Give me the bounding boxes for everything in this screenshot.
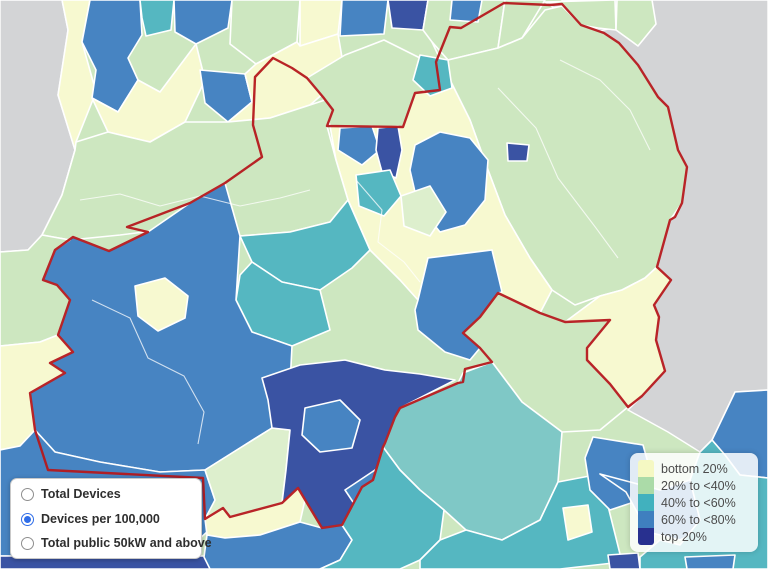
- legend-item-0: bottom 20%: [638, 460, 750, 477]
- map-region[interactable]: [562, 504, 593, 541]
- map-region[interactable]: [684, 554, 736, 569]
- metric-selector-panel: Total Devices Devices per 100,000 Total pu…: [10, 478, 212, 559]
- metric-option-1[interactable]: Devices per 100,000: [21, 511, 191, 526]
- inner-boundary-line: [559, 59, 651, 151]
- map-region[interactable]: [355, 169, 402, 217]
- radio-dot: [24, 540, 31, 547]
- map-legend: bottom 20% 20% to <40% 40% to <60% 60% to <…: [630, 453, 758, 552]
- legend-item-4: top 20%: [638, 528, 750, 545]
- metric-option-label: Total Devices: [41, 487, 121, 502]
- legend-label: 60% to <80%: [661, 512, 736, 527]
- radio-dot: [24, 515, 31, 523]
- selected-region-outline: [28, 1, 689, 530]
- map-region[interactable]: [506, 142, 530, 162]
- radio-icon[interactable]: [21, 488, 34, 501]
- legend-swatch: [638, 477, 654, 494]
- map-region[interactable]: [615, 0, 657, 47]
- inner-boundary-line: [355, 179, 421, 283]
- map-region[interactable]: [449, 0, 483, 23]
- metric-option-0[interactable]: Total Devices: [21, 488, 191, 501]
- legend-item-2: 40% to <60%: [638, 494, 750, 511]
- radio-icon[interactable]: [21, 537, 34, 550]
- inner-boundary-line: [497, 87, 619, 259]
- map-region[interactable]: [339, 0, 389, 37]
- metric-option-2[interactable]: Total public 50kW and above: [21, 537, 212, 550]
- legend-swatch: [638, 494, 654, 511]
- radio-dot: [24, 491, 31, 498]
- metric-option-label: Devices per 100,000: [41, 511, 160, 526]
- legend-label: 40% to <60%: [661, 495, 736, 510]
- map-region[interactable]: [139, 0, 175, 37]
- inner-boundary-line: [91, 299, 205, 445]
- map-region[interactable]: [173, 0, 233, 45]
- legend-label: bottom 20%: [661, 461, 728, 476]
- map-region[interactable]: [387, 0, 429, 31]
- map-region[interactable]: [400, 185, 447, 237]
- legend-label: 20% to <40%: [661, 478, 736, 493]
- legend-item-3: 60% to <80%: [638, 511, 750, 528]
- map-region[interactable]: [301, 399, 361, 453]
- legend-swatch: [638, 511, 654, 528]
- legend-item-1: 20% to <40%: [638, 477, 750, 494]
- legend-swatch: [638, 460, 654, 477]
- map-region[interactable]: [134, 277, 189, 332]
- legend-label: top 20%: [661, 529, 707, 544]
- metric-option-label: Total public 50kW and above: [41, 536, 212, 551]
- map-region[interactable]: [607, 552, 641, 569]
- radio-selected-icon[interactable]: [21, 512, 34, 526]
- legend-swatch: [638, 528, 654, 545]
- map-region[interactable]: [412, 54, 453, 97]
